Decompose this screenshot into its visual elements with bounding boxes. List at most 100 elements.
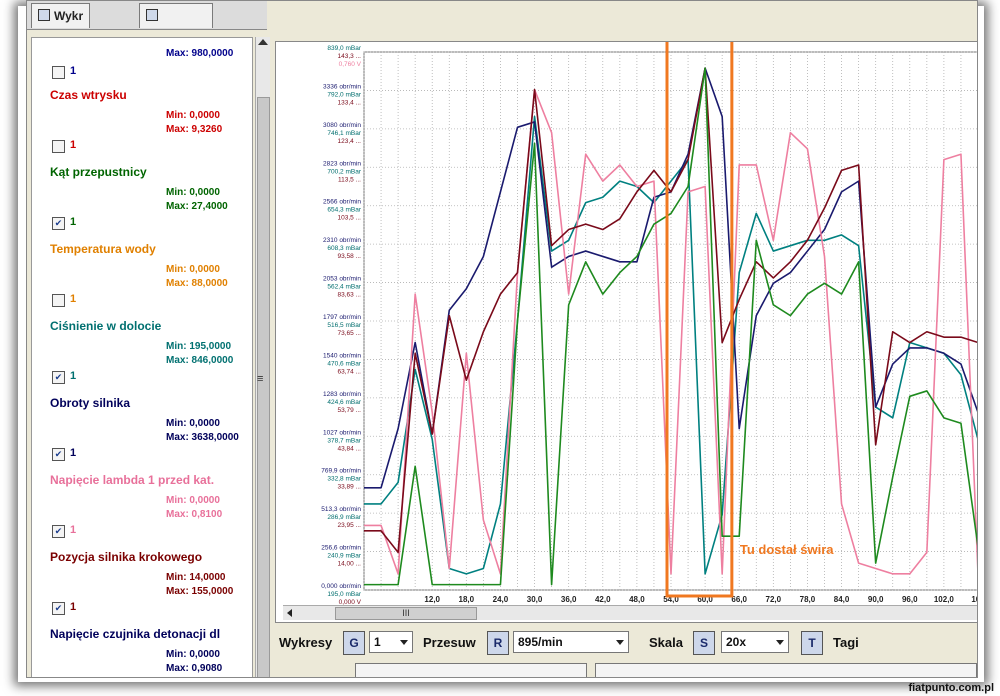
- tab-wykres[interactable]: Wykr: [31, 3, 91, 28]
- y-axis-label: 63,74 ...: [338, 368, 362, 375]
- sensor-item[interactable]: Pozycja silnika krokowego Min: 14,0000 Max…: [32, 544, 252, 622]
- s-button[interactable]: S: [693, 631, 715, 655]
- bottom-panels: [275, 661, 977, 677]
- chart-scrollbar-thumb[interactable]: III: [335, 607, 477, 620]
- y-axis-label: 424,6 mBar: [327, 399, 361, 406]
- y-axis-label: 2310 obr/min: [323, 237, 361, 244]
- y-axis-label: 23,95 ...: [338, 522, 362, 529]
- y-axis-label: 53,79 ...: [338, 407, 362, 414]
- y-axis-label: 3336 obr/min: [323, 83, 361, 90]
- y-axis-label: 195,0 mBar: [327, 591, 361, 598]
- bottom-panel-left: [355, 663, 587, 677]
- x-tick-label: 108: [971, 595, 978, 604]
- sensor-max: Max: 155,0000: [166, 586, 234, 597]
- x-tick-label: 54,0: [663, 595, 679, 604]
- sensor-name: Obroty silnika: [50, 396, 131, 410]
- x-tick-label: 48,0: [629, 595, 645, 604]
- tab-second[interactable]: [139, 3, 213, 28]
- sensor-checkbox[interactable]: [52, 294, 65, 307]
- przesuw-select[interactable]: 895/min: [513, 631, 629, 653]
- wykresy-label: Wykresy: [279, 635, 333, 650]
- sensor-max: Max: 980,0000: [166, 48, 234, 59]
- sensor-checkbox[interactable]: [52, 66, 65, 79]
- sensor-item[interactable]: Kąt przepustnicy Min: 0,0000 Max: 27,4000 ✔…: [32, 159, 252, 237]
- x-tick-label: 42,0: [595, 595, 611, 604]
- y-axis-label: 513,3 obr/min: [321, 506, 361, 513]
- sensor-item[interactable]: Temperatura wody Min: 0,0000 Max: 88,0000 1: [32, 236, 252, 314]
- y-axis-label: 43,84 ...: [338, 445, 362, 452]
- scroll-left-arrow-icon[interactable]: [287, 609, 292, 617]
- chart-horizontal-scrollbar[interactable]: III: [283, 605, 977, 620]
- y-axis-label: 286,9 mBar: [327, 514, 361, 521]
- sensor-min: Min: 195,0000: [166, 341, 232, 352]
- przesuw-label: Przesuw: [423, 635, 476, 650]
- sensor-item[interactable]: Czas wtrysku Min: 0,0000 Max: 9,3260 1: [32, 82, 252, 160]
- sensor-checkbox[interactable]: [52, 140, 65, 153]
- sensor-min: Min: 14,0000: [166, 572, 226, 583]
- tab-icon: [38, 9, 50, 21]
- x-tick-label: 72,0: [766, 595, 782, 604]
- x-tick-label: 18,0: [459, 595, 475, 604]
- sensor-checkbox[interactable]: ✔: [52, 602, 65, 615]
- x-tick-label: 60,0: [697, 595, 713, 604]
- r-button[interactable]: R: [487, 631, 509, 655]
- y-axis-label: 0,760 V: [339, 61, 362, 68]
- y-axis-label: 33,89 ...: [338, 484, 362, 491]
- sensor-min: Min: 0,0000: [166, 649, 220, 660]
- sensor-checkbox-label: 1: [70, 370, 77, 382]
- y-axis-label: 1797 obr/min: [323, 314, 361, 321]
- sensor-min: Min: 0,0000: [166, 418, 220, 429]
- sensor-max: Max: 0,9080: [166, 663, 223, 674]
- sensor-item[interactable]: Napięcie lambda 1 przed kat. Min: 0,0000 M…: [32, 467, 252, 545]
- y-axis-label: 14,00 ...: [338, 561, 362, 568]
- y-axis-label: 2053 obr/min: [323, 276, 361, 283]
- y-axis-label: 2823 obr/min: [323, 160, 361, 167]
- annotation-text: Tu dostał świra: [740, 542, 834, 557]
- sensor-checkbox[interactable]: ✔: [52, 217, 65, 230]
- x-tick-label: 84,0: [834, 595, 850, 604]
- y-axis-label: 1027 obr/min: [323, 429, 361, 436]
- y-axis-label: 332,8 mBar: [327, 476, 361, 483]
- sensor-min: Min: 0,0000: [166, 187, 220, 198]
- application-window: Wykr Max: 980,0000 1 Czas wtrysku Min: 0,00…: [26, 0, 978, 678]
- g-button[interactable]: G: [343, 631, 365, 655]
- scroll-up-arrow-icon[interactable]: [258, 39, 268, 45]
- sensor-name: Czas wtrysku: [50, 88, 127, 102]
- sensor-item[interactable]: Ciśnienie w dolocie Min: 195,0000 Max: 846…: [32, 313, 252, 391]
- t-button[interactable]: T: [801, 631, 823, 655]
- sensor-checkbox[interactable]: ✔: [52, 525, 65, 538]
- wykresy-select[interactable]: 1: [369, 631, 413, 653]
- x-tick-label: 30,0: [527, 595, 543, 604]
- y-axis-label: 240,9 mBar: [327, 553, 361, 560]
- series-line: [364, 88, 977, 575]
- panel-splitter-icon[interactable]: ≡: [257, 373, 264, 385]
- y-axis-label: 562,4 mBar: [327, 284, 361, 291]
- sensor-checkbox[interactable]: ✔: [52, 448, 65, 461]
- sensor-checkbox-label: 1: [70, 524, 77, 536]
- scrollbar-thumb[interactable]: [257, 97, 270, 677]
- chevron-down-icon: [776, 640, 784, 645]
- sensor-max: Max: 9,3260: [166, 124, 223, 135]
- y-axis-label: 256,6 obr/min: [321, 545, 361, 552]
- sensor-checkbox[interactable]: ✔: [52, 371, 65, 384]
- chevron-down-icon: [616, 640, 624, 645]
- sensor-min: Min: 0,0000: [166, 264, 220, 275]
- sensor-item[interactable]: Napięcie czujnika detonacji dl Min: 0,000…: [32, 621, 252, 677]
- sensor-name: Napięcie czujnika detonacji dl: [50, 627, 221, 641]
- y-axis-label: 1540 obr/min: [323, 352, 361, 359]
- watermark: fiatpunto.com.pl: [908, 682, 994, 694]
- y-axis-label: 378,7 mBar: [327, 437, 361, 444]
- series-line: [364, 67, 977, 586]
- chart-toolbar: Wykresy G 1 Przesuw R 895/min Skala S 20…: [275, 627, 977, 659]
- chart-panel: 839,0 mBar 143,3 ... 0,760 V 3336 obr/min 79…: [275, 34, 978, 623]
- x-tick-label: 66,0: [731, 595, 747, 604]
- sensor-name: Temperatura wody: [50, 242, 156, 256]
- sensor-list-scrollbar[interactable]: [255, 37, 270, 677]
- skala-select[interactable]: 20x: [721, 631, 789, 653]
- sensor-item[interactable]: Obroty silnika Min: 0,0000 Max: 3638,0000 ✔…: [32, 390, 252, 468]
- sensor-name: Pozycja silnika krokowego: [50, 550, 203, 564]
- y-axis-label: 143,3 ...: [338, 53, 362, 60]
- y-axis-label: 2566 obr/min: [323, 199, 361, 206]
- sensor-min: Min: 0,0000: [166, 110, 220, 121]
- sensor-item[interactable]: Max: 980,0000 1: [32, 38, 252, 83]
